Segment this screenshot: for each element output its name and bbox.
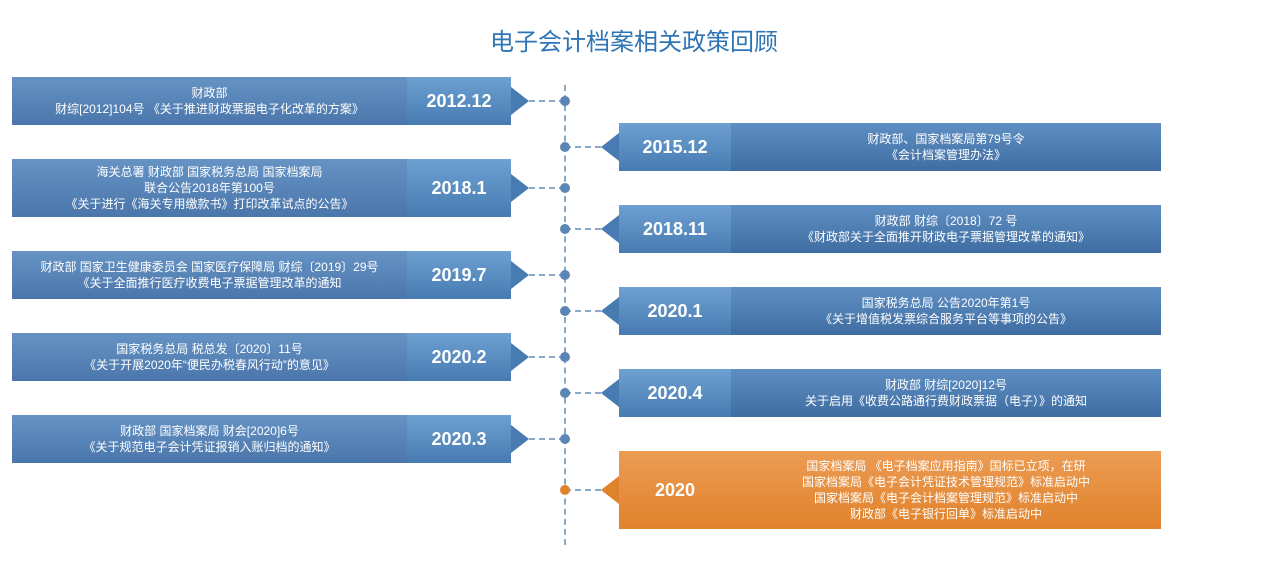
date-label: 2015.12 [619, 123, 731, 171]
policy-line: 联合公告2018年第100号 [144, 180, 275, 196]
date-label: 2020.3 [407, 415, 511, 463]
policy-line: 财政部 国家卫生健康委员会 国家医疗保障局 财综〔2019〕29号 [40, 259, 378, 275]
policy-desc: 国家税务总局 公告2020年第1号《关于增值税发票综合服务平台等事项的公告》 [731, 287, 1161, 335]
policy-desc: 海关总署 财政部 国家税务总局 国家档案局联合公告2018年第100号《关于进行… [12, 159, 407, 217]
arrow-left-icon [601, 476, 619, 504]
timeline-dot [560, 306, 570, 316]
timeline-dot [560, 434, 570, 444]
policy-line: 国家税务总局 税总发〔2020〕11号 [116, 341, 303, 357]
policy-line: 国家档案局 《电子档案应用指南》国标已立项，在研 [806, 458, 1085, 474]
policy-line: 财政部、国家档案局第79号令 [867, 131, 1024, 147]
timeline-item-left: 财政部 国家卫生健康委员会 国家医疗保障局 财综〔2019〕29号《关于全面推行… [12, 251, 529, 299]
policy-line: 财综[2012]104号 《关于推进财政票据电子化改革的方案》 [55, 101, 364, 117]
policy-line: 《关于全面推行医疗收费电子票据管理改革的通知 [77, 275, 341, 291]
date-label: 2020.1 [619, 287, 731, 335]
arrow-right-icon [511, 261, 529, 289]
timeline-dot [560, 224, 570, 234]
policy-line: 财政部 国家档案局 财会[2020]6号 [120, 423, 299, 439]
arrow-left-icon [601, 215, 619, 243]
arrow-left-icon [601, 133, 619, 161]
policy-line: 《关于进行《海关专用缴款书》打印改革试点的公告》 [65, 196, 353, 212]
date-label: 2019.7 [407, 251, 511, 299]
policy-line: 财政部 财综[2020]12号 [885, 377, 1007, 393]
policy-line: 财政部 财综〔2018〕72 号 [875, 213, 1018, 229]
timeline-item-right: 2020国家档案局 《电子档案应用指南》国标已立项，在研国家档案局《电子会计凭证… [601, 451, 1161, 529]
policy-line: 财政部《电子银行回单》标准启动中 [850, 506, 1042, 522]
policy-desc: 财政部 财综〔2018〕72 号《财政部关于全面推开财政电子票据管理改革的通知》 [731, 205, 1161, 253]
policy-line: 国家档案局《电子会计凭证技术管理规范》标准启动中 [802, 474, 1090, 490]
policy-line: 海关总署 财政部 国家税务总局 国家档案局 [96, 164, 322, 180]
timeline: 财政部财综[2012]104号 《关于推进财政票据电子化改革的方案》2012.1… [0, 67, 1268, 567]
date-label: 2020.4 [619, 369, 731, 417]
arrow-right-icon [511, 174, 529, 202]
policy-line: 国家税务总局 公告2020年第1号 [862, 295, 1031, 311]
date-label: 2020.2 [407, 333, 511, 381]
timeline-item-left: 国家税务总局 税总发〔2020〕11号《关于开展2020年“便民办税春风行动”的… [12, 333, 529, 381]
policy-desc: 国家税务总局 税总发〔2020〕11号《关于开展2020年“便民办税春风行动”的… [12, 333, 407, 381]
timeline-dot [560, 270, 570, 280]
arrow-right-icon [511, 87, 529, 115]
timeline-item-left: 财政部财综[2012]104号 《关于推进财政票据电子化改革的方案》2012.1… [12, 77, 529, 125]
policy-line: 《关于增值税发票综合服务平台等事项的公告》 [820, 311, 1072, 327]
policy-desc: 财政部财综[2012]104号 《关于推进财政票据电子化改革的方案》 [12, 77, 407, 125]
policy-line: 《关于规范电子会计凭证报销入账归档的通知》 [83, 439, 335, 455]
policy-line: 国家档案局《电子会计档案管理规范》标准启动中 [814, 490, 1078, 506]
timeline-item-right: 2018.11财政部 财综〔2018〕72 号《财政部关于全面推开财政电子票据管… [601, 205, 1161, 253]
policy-line: 《会计档案管理办法》 [886, 147, 1006, 163]
timeline-dot [560, 96, 570, 106]
date-label: 2012.12 [407, 77, 511, 125]
connector [565, 310, 601, 312]
policy-line: 《财政部关于全面推开财政电子票据管理改革的通知》 [802, 229, 1090, 245]
policy-line: 财政部 [191, 85, 227, 101]
connector [565, 146, 601, 148]
policy-desc: 财政部 国家卫生健康委员会 国家医疗保障局 财综〔2019〕29号《关于全面推行… [12, 251, 407, 299]
timeline-item-right: 2020.4财政部 财综[2020]12号关于启用《收费公路通行费财政票据（电子… [601, 369, 1161, 417]
arrow-right-icon [511, 343, 529, 371]
date-label: 2018.11 [619, 205, 731, 253]
policy-desc: 财政部 财综[2020]12号关于启用《收费公路通行费财政票据（电子）》的通知 [731, 369, 1161, 417]
timeline-item-right: 2015.12财政部、国家档案局第79号令《会计档案管理办法》 [601, 123, 1161, 171]
arrow-left-icon [601, 297, 619, 325]
timeline-dot [560, 485, 570, 495]
connector [565, 228, 601, 230]
date-label: 2018.1 [407, 159, 511, 217]
policy-desc: 国家档案局 《电子档案应用指南》国标已立项，在研国家档案局《电子会计凭证技术管理… [731, 451, 1161, 529]
policy-desc: 财政部、国家档案局第79号令《会计档案管理办法》 [731, 123, 1161, 171]
connector [565, 489, 601, 491]
timeline-dot [560, 142, 570, 152]
policy-line: 关于启用《收费公路通行费财政票据（电子）》的通知 [805, 393, 1087, 409]
timeline-dot [560, 388, 570, 398]
date-label: 2020 [619, 451, 731, 529]
timeline-item-right: 2020.1国家税务总局 公告2020年第1号《关于增值税发票综合服务平台等事项… [601, 287, 1161, 335]
connector [565, 392, 601, 394]
policy-desc: 财政部 国家档案局 财会[2020]6号《关于规范电子会计凭证报销入账归档的通知… [12, 415, 407, 463]
timeline-item-left: 海关总署 财政部 国家税务总局 国家档案局联合公告2018年第100号《关于进行… [12, 159, 529, 217]
page-title: 电子会计档案相关政策回顾 [0, 0, 1268, 67]
policy-line: 《关于开展2020年“便民办税春风行动”的意见》 [84, 357, 335, 373]
arrow-left-icon [601, 379, 619, 407]
timeline-dot [560, 183, 570, 193]
timeline-dot [560, 352, 570, 362]
timeline-item-left: 财政部 国家档案局 财会[2020]6号《关于规范电子会计凭证报销入账归档的通知… [12, 415, 529, 463]
arrow-right-icon [511, 425, 529, 453]
